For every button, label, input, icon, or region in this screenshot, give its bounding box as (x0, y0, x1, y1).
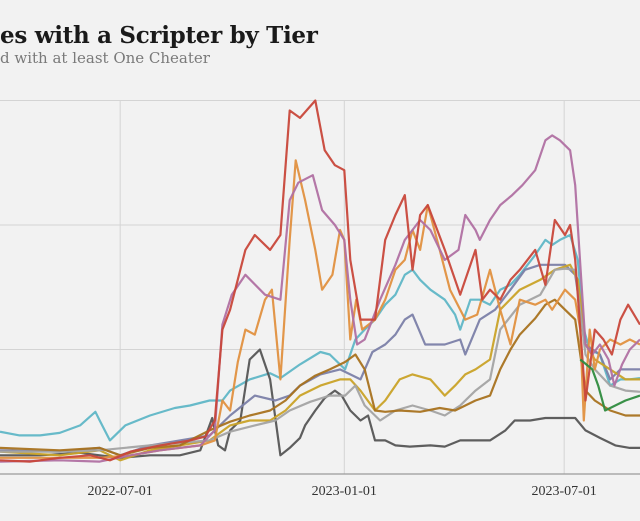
x-tick-labels: 2022-07-01 2023-01-01 2023-07-01 (87, 484, 596, 499)
series-line-slate-blue (0, 263, 640, 457)
x-tick-label: 2023-07-01 (531, 484, 596, 499)
x-tick-label: 2023-01-01 (312, 484, 377, 499)
series-line-brown (0, 298, 640, 457)
series-line-red (0, 99, 640, 463)
series-line-cyan (0, 233, 640, 442)
series-lines (0, 99, 640, 463)
series-line-dark-gray (0, 348, 640, 459)
series-line-green (579, 358, 640, 412)
x-tick-label: 2022-07-01 (87, 484, 152, 499)
series-line-gold (0, 263, 640, 462)
series-line-orange (0, 159, 640, 459)
gridlines (0, 100, 640, 474)
chart-subtitle: d with at least One Cheater (0, 49, 210, 67)
chart-title: es with a Scripter by Tier (0, 22, 318, 49)
series-line-light-gray (0, 267, 640, 453)
